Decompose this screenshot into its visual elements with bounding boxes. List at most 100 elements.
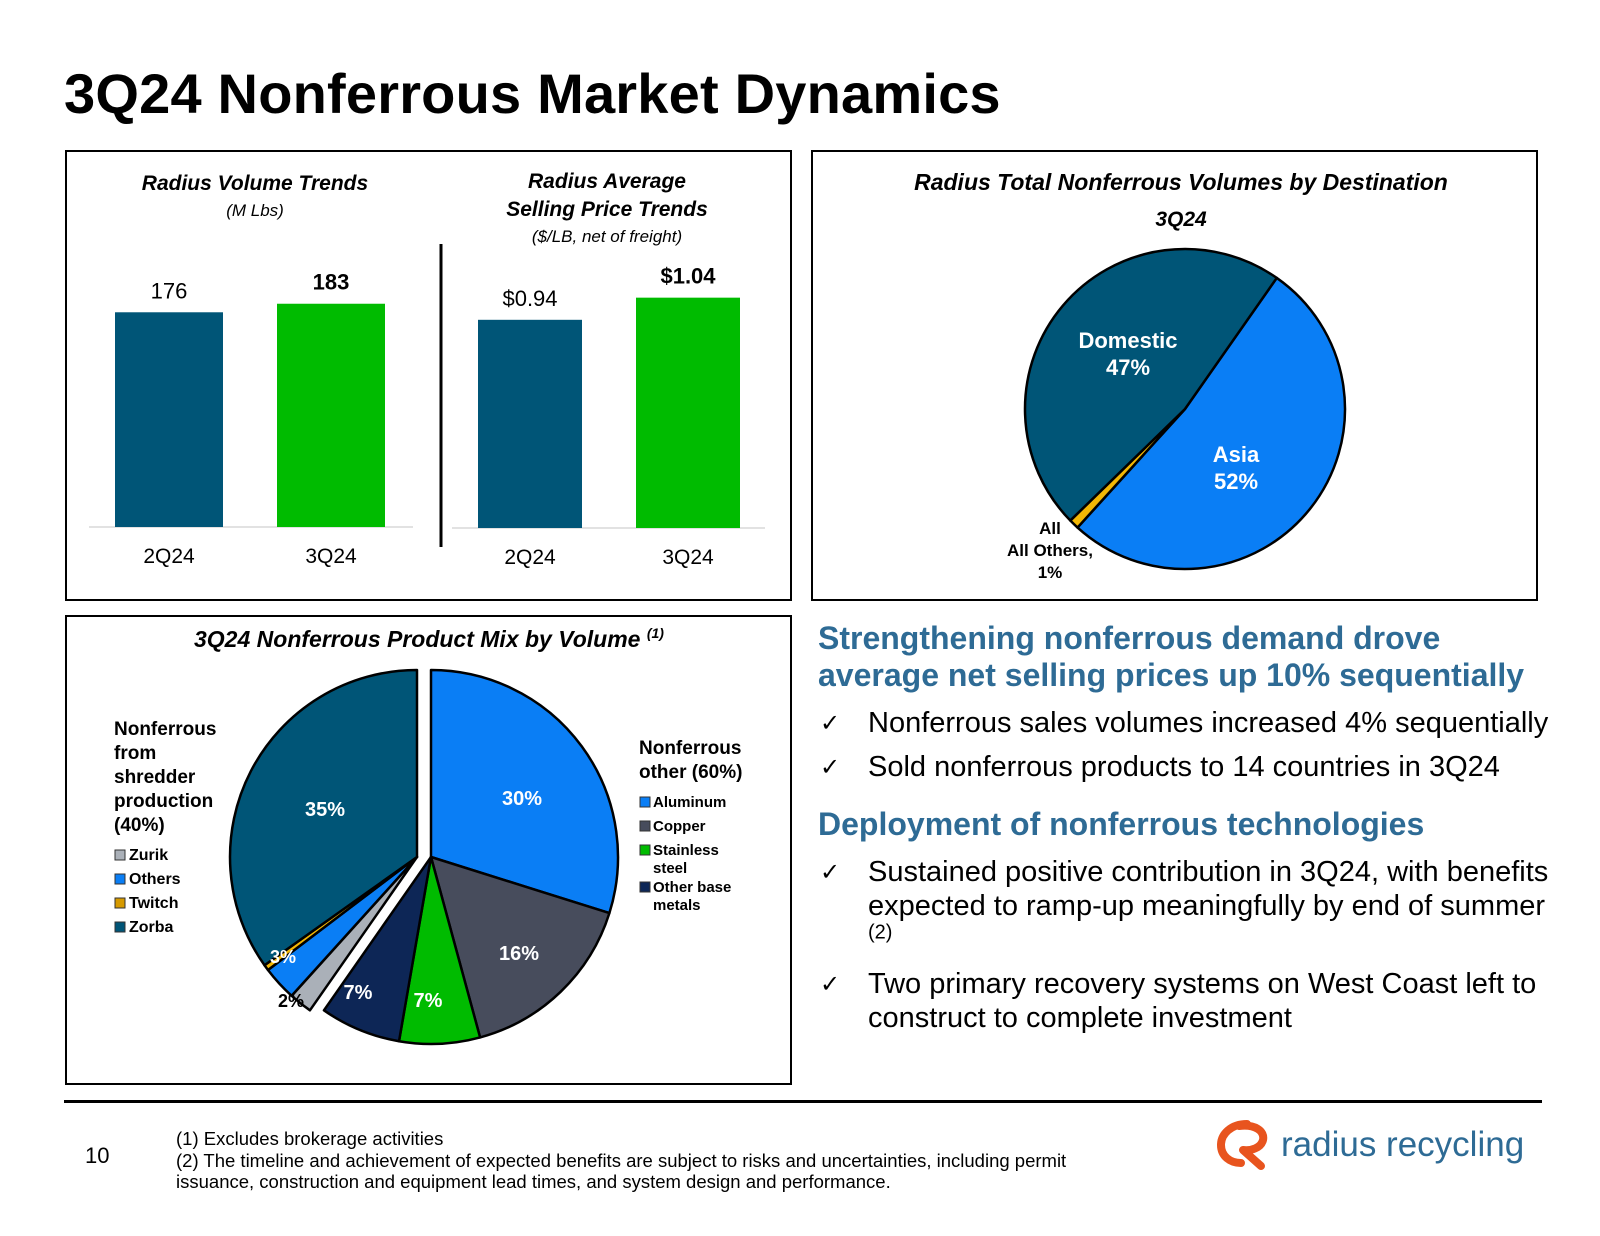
bullet-item: ✓ Sold nonferrous products to 14 countrie… [818, 750, 1558, 784]
slice-label-domestic-value: 47% [1106, 355, 1150, 380]
check-icon: ✓ [820, 709, 841, 737]
logo-wordmark: radius recycling [1281, 1125, 1524, 1164]
other-label-line: Nonferrous [639, 738, 741, 759]
mix-slice-zorba [228, 668, 419, 967]
price-value-label: $1.04 [660, 264, 716, 289]
destination-pie-svg: Radius Total Nonferrous Volumes by Desti… [914, 169, 1448, 582]
logo-mark-icon [1217, 1120, 1268, 1170]
legend-swatch [114, 921, 126, 933]
commentary-heading-1: Strengthening nonferrous demand drove av… [818, 620, 1525, 693]
volume-bars-group: 176 2Q24 183 3Q24 [89, 270, 413, 568]
bullet-item: ✓ Two primary recovery systems on West Co… [818, 967, 1558, 1035]
legend-label: Aluminum [653, 794, 726, 811]
mix-slice-label: 30% [502, 788, 542, 810]
shredder-label-line: shredder [114, 767, 196, 788]
volume-bar-2Q24 [115, 312, 223, 527]
destination-slices-group [1023, 247, 1347, 571]
legend-label: Zurik [129, 847, 168, 864]
mix-slice-copper [429, 855, 611, 1039]
volume-category-label: 3Q24 [305, 545, 357, 568]
legend-swatch [639, 844, 651, 856]
footnote-2: (2) The timeline and achievement of expe… [176, 1149, 1067, 1193]
price-chart-title-line2: Selling Price Trends [506, 198, 708, 221]
product-mix-title-note: (1) [647, 625, 664, 641]
bullet-list-1: ✓ Nonferrous sales volumes increased 4% s… [818, 706, 1558, 784]
legend-label: Twitch [129, 895, 178, 912]
mix-slice-label: 16% [499, 943, 539, 965]
price-bar-2Q24 [478, 319, 582, 528]
other-label-line: other (60%) [639, 762, 742, 783]
legend-swatch [639, 820, 651, 832]
bullet-text: Sold nonferrous products to 14 countries… [868, 751, 1500, 783]
product-mix-slices-group: 30% 16% 7% 7% 2% 3% 35% [228, 668, 620, 1046]
price-chart-title-line1: Radius Average [528, 170, 686, 193]
destination-slice-asia [1076, 276, 1347, 571]
mix-slice-label: 7% [344, 982, 373, 1004]
legend-swatch [114, 849, 126, 861]
radius-recycling-logo: radius recycling [1217, 1120, 1524, 1170]
slice-label-others-value: 1% [1038, 563, 1063, 582]
slide-title: 3Q24 Nonferrous Market Dynamics [64, 62, 1001, 125]
legend-label: metals [653, 897, 701, 914]
bullet-item: ✓ Sustained positive contribution in 3Q24… [818, 855, 1558, 957]
volume-category-label: 2Q24 [143, 545, 195, 568]
check-icon: ✓ [820, 858, 841, 886]
slice-label-others-line2: All Others, [1007, 541, 1093, 560]
volume-value-label: 176 [151, 278, 188, 303]
shredder-group-label: Nonferrous from shredder production (40%) [114, 719, 216, 836]
legend-swatch [639, 796, 651, 808]
legend-label: Others [129, 871, 181, 888]
product-mix-pie-svg: 3Q24 Nonferrous Product Mix by Volume (1… [114, 625, 742, 1046]
destination-chart-title: Radius Total Nonferrous Volumes by Desti… [914, 169, 1448, 195]
bullet-text: Nonferrous sales volumes increased 4% se… [868, 707, 1549, 739]
footnote-ref: (2) [868, 921, 893, 944]
footnotes: (1) Excludes brokerage activities (2) Th… [176, 1128, 1116, 1193]
legend-label: steel [653, 860, 687, 877]
legend-swatch [114, 873, 126, 885]
commentary: Strengthening nonferrous demand drove av… [818, 620, 1558, 1045]
price-bars-group: $0.94 2Q24 $1.04 3Q24 [452, 264, 765, 569]
legend-label: Stainless [653, 842, 719, 859]
volume-chart-title: Radius Volume Trends [142, 172, 368, 195]
mix-slice-aluminum [429, 668, 620, 915]
shredder-label-line: from [114, 743, 156, 764]
product-mix-title: 3Q24 Nonferrous Product Mix by Volume (1… [194, 625, 664, 652]
product-mix-panel: 3Q24 Nonferrous Product Mix by Volume (1… [65, 615, 792, 1085]
bar-charts-svg: Radius Volume Trends (M Lbs) Radius Aver… [89, 170, 765, 569]
footer-divider [64, 1100, 1542, 1103]
mix-slice-label: 7% [414, 990, 443, 1012]
volume-bar-3Q24 [277, 303, 385, 527]
commentary-heading-2: Deployment of nonferrous technologies [818, 806, 1425, 842]
price-category-label: 3Q24 [662, 546, 714, 569]
slice-label-others-line1: All [1039, 519, 1061, 538]
shredder-label-line: production [114, 791, 213, 812]
check-icon: ✓ [820, 970, 841, 998]
slice-label-asia-value: 52% [1214, 469, 1258, 494]
mix-slice-label: 35% [305, 799, 345, 821]
other-group-label: Nonferrous other (60%) [639, 738, 742, 783]
legend-label: Copper [653, 818, 706, 835]
bullet-list-2: ✓ Sustained positive contribution in 3Q24… [818, 855, 1558, 1035]
page-number: 10 [85, 1143, 110, 1168]
mix-slice-label: 2% [278, 991, 304, 1011]
price-value-label: $0.94 [502, 286, 557, 311]
bullet-text: Sustained positive contribution in 3Q24,… [868, 856, 1549, 922]
volume-price-panel: Radius Volume Trends (M Lbs) Radius Aver… [65, 150, 792, 601]
shredder-label-line: Nonferrous [114, 719, 216, 740]
mix-slice-label: 3% [270, 947, 296, 967]
slice-label-asia-name: Asia [1213, 442, 1260, 467]
volume-chart-subtitle: (M Lbs) [226, 201, 284, 220]
mix-slice-otherbasemetals [322, 855, 433, 1043]
legend-swatch [639, 881, 651, 893]
legend-label: Other base [653, 879, 731, 896]
price-chart-subtitle: ($/LB, net of freight) [532, 227, 682, 246]
price-bar-3Q24 [636, 297, 740, 528]
destination-chart-subtitle: 3Q24 [1155, 208, 1207, 231]
destination-panel: Radius Total Nonferrous Volumes by Desti… [811, 150, 1538, 601]
legend-swatch [114, 897, 126, 909]
bullet-text: Two primary recovery systems on West Coa… [868, 968, 1537, 1034]
check-icon: ✓ [820, 753, 841, 781]
destination-slice-domestic [1023, 247, 1279, 522]
product-mix-title-text: 3Q24 Nonferrous Product Mix by Volume [194, 626, 641, 652]
